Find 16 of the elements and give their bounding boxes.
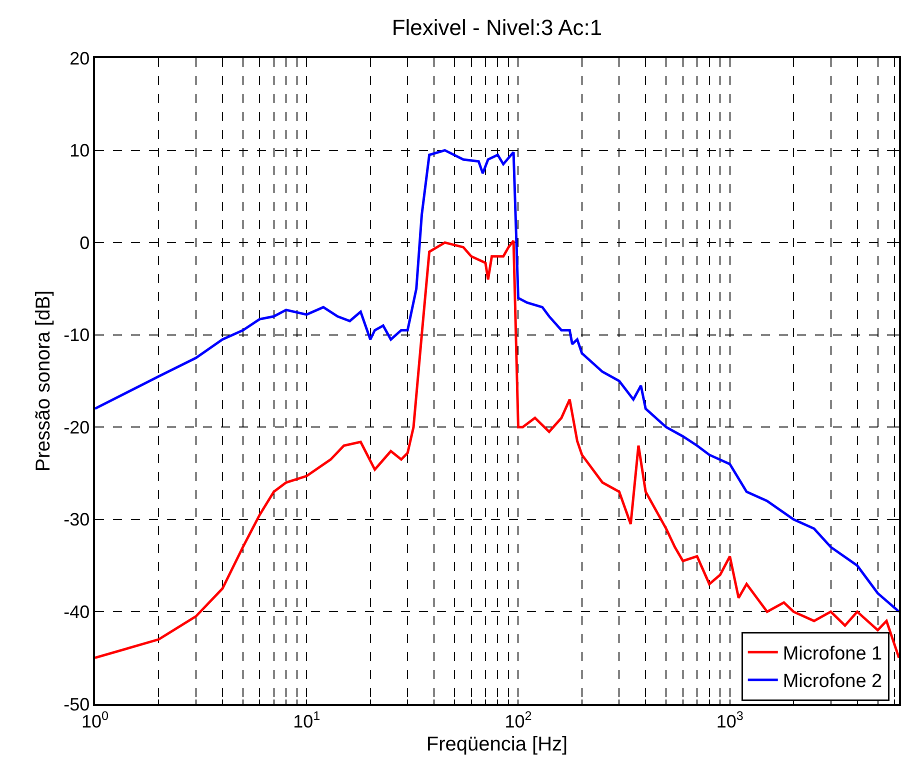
x-tick-label: 10$^{3}$ — [716, 708, 744, 732]
legend-label: Microfone 2 — [782, 671, 882, 692]
y-tick-label: -10 — [64, 325, 90, 346]
y-tick-label: -50 — [64, 694, 90, 714]
y-tick-label: 10 — [70, 140, 90, 161]
x-tick-label: 10$^{2}$ — [504, 708, 532, 732]
y-tick-label: 0 — [80, 232, 90, 253]
y-tick-label: -20 — [64, 417, 90, 438]
x-axis-title: Freqüencia [Hz] — [426, 733, 568, 756]
y-axis-title: Pressão sonora [dB] — [32, 290, 55, 472]
y-tick-label: -40 — [64, 602, 90, 622]
legend-label: Microfone 1 — [782, 644, 882, 665]
y-tick-label: -30 — [64, 510, 90, 530]
x-tick-label: 10$^{1}$ — [293, 708, 320, 732]
y-tick-label: 20 — [70, 48, 90, 68]
chart-title: Flexivel - Nivel:3 Ac:1 — [392, 15, 602, 40]
